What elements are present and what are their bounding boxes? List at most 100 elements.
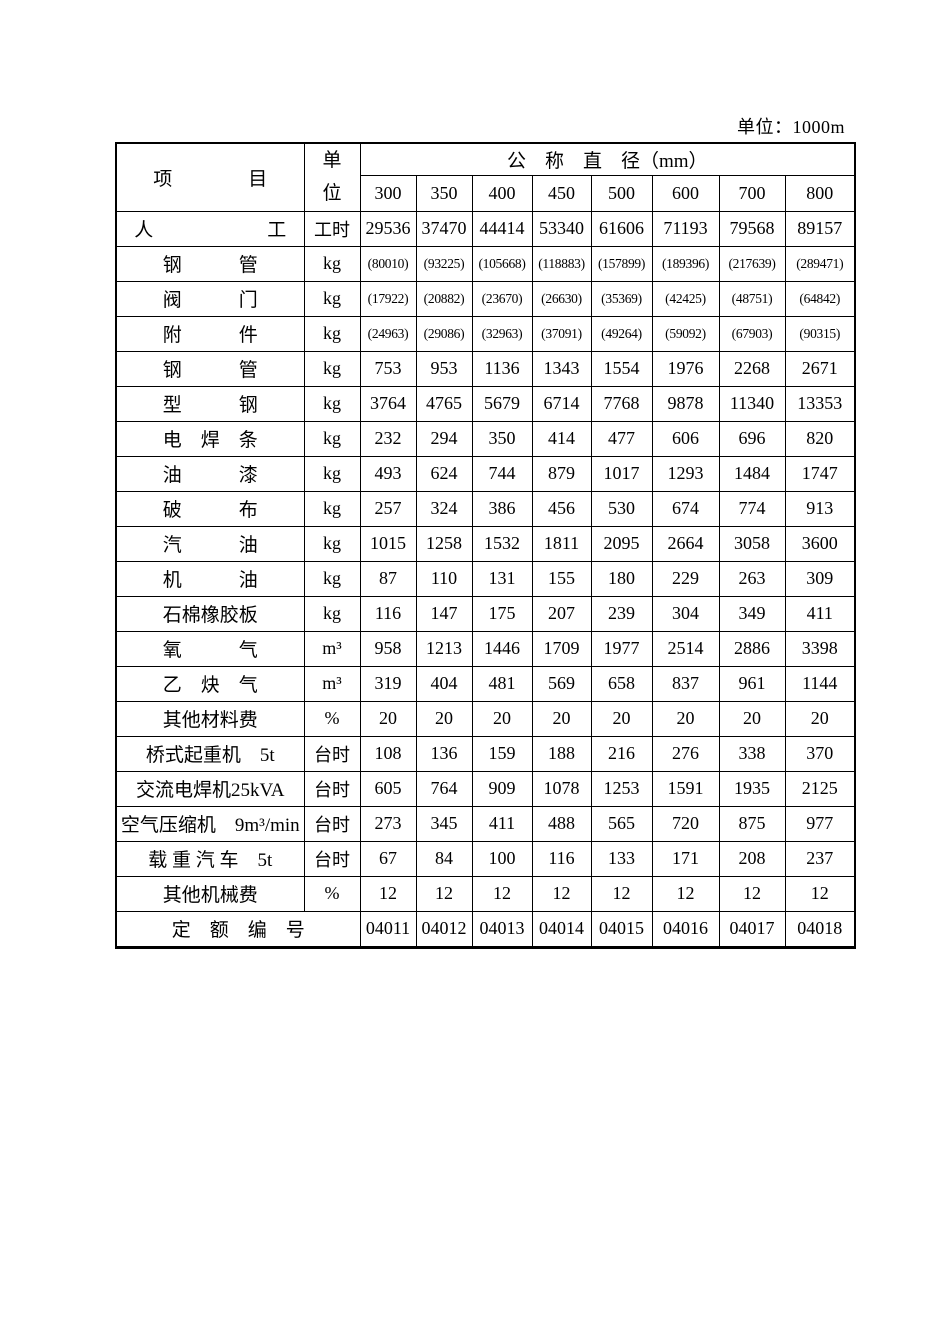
row-value: 207 [531,595,592,632]
row-value: 20 [415,700,473,737]
row-unit: kg [303,385,361,422]
table-row: 电 焊 条 kg 232 294 350 414 477 606 696 820 [115,420,856,457]
row-item-label: 油 漆 [115,455,305,492]
row-value: 110 [415,560,473,597]
row-value: (93225) [415,245,473,282]
row-value: 569 [531,665,592,702]
row-value: 2886 [718,630,786,667]
row-value: 456 [531,490,592,527]
row-unit: kg [303,280,361,317]
row-value: 1343 [531,350,592,387]
row-value: (105668) [471,245,533,282]
row-item-label: 型 钢 [115,385,305,422]
row-value: (67903) [718,315,786,352]
row-value: 1015 [359,525,417,562]
row-value: 171 [651,840,720,877]
row-value: 720 [651,805,720,842]
row-value: 71193 [651,210,720,247]
row-value: 4765 [415,385,473,422]
row-value: (118883) [531,245,592,282]
row-value: (26630) [531,280,592,317]
row-value: 61606 [590,210,653,247]
header-diameter-400: 400 [471,174,533,212]
row-value: 345 [415,805,473,842]
row-value: 565 [590,805,653,842]
table-row: 其他机械费% 12 12 12 12 12 12 12 12 [115,875,856,912]
row-value: 136 [415,735,473,772]
header-diameter-450: 450 [531,174,592,212]
row-value: 155 [531,560,592,597]
row-item-label: 附 件 [115,315,305,352]
row-value: 3058 [718,525,786,562]
row-value: 239 [590,595,653,632]
row-value: 605 [359,770,417,807]
row-value: 100 [471,840,533,877]
row-value: 1253 [590,770,653,807]
header-diameter-700: 700 [718,174,786,212]
row-value: 370 [784,735,856,772]
row-unit: 台时 [303,770,361,807]
row-value: 7768 [590,385,653,422]
table-body: 人 工工时 29536 37470 44414 53340 61606 71193 79568… [115,210,856,912]
row-value: 1136 [471,350,533,387]
row-item-label: 汽 油 [115,525,305,562]
row-value: 1017 [590,455,653,492]
row-value: 958 [359,630,417,667]
row-item-label: 钢 管 [115,350,305,387]
row-value: 116 [359,595,417,632]
unit-note: 单位：1000m [737,117,846,137]
row-value: 44414 [471,210,533,247]
row-value: 3764 [359,385,417,422]
row-value: 1532 [471,525,533,562]
row-value: 1976 [651,350,720,387]
quota-code: 04018 [784,910,856,948]
row-unit: kg [303,420,361,457]
row-item-label: 交流电焊机25kVA [115,770,305,807]
row-value: 477 [590,420,653,457]
row-value: (48751) [718,280,786,317]
table-row: 交流电焊机25kVA 台时 605 764 909 1078 1253 1591 1935 212… [115,770,856,807]
row-value: (42425) [651,280,720,317]
table-row: 油 漆 kg 493 624 744 879 1017 1293 1484 1747 [115,455,856,492]
row-value: (24963) [359,315,417,352]
row-unit: 台时 [303,735,361,772]
table-row: 阀 门 kg (17922) (20882) (23670) (26630) (35369)… [115,280,856,317]
row-item-label: 破 布 [115,490,305,527]
row-unit: kg [303,560,361,597]
header-unit-label: 单 位 [303,142,361,212]
row-value: 2095 [590,525,653,562]
row-value: 12 [590,875,653,912]
row-value: 20 [651,700,720,737]
row-value: 2514 [651,630,720,667]
row-item-label: 其他机械费 [115,875,305,912]
row-value: 324 [415,490,473,527]
row-value: 1293 [651,455,720,492]
row-value: 257 [359,490,417,527]
row-value: 276 [651,735,720,772]
row-value: (49264) [590,315,653,352]
row-value: 774 [718,490,786,527]
row-value: (80010) [359,245,417,282]
row-value: 913 [784,490,856,527]
header-diameter-600: 600 [651,174,720,212]
row-value: 624 [415,455,473,492]
row-value: 147 [415,595,473,632]
header-item-label: 项 目 [115,142,305,212]
row-item-label: 空气压缩机 9m³/min [115,805,305,842]
row-value: 837 [651,665,720,702]
table-row: 汽 油 kg 1015 1258 1532 1811 2095 2664 3058 3600 [115,525,856,562]
row-value: 12 [784,875,856,912]
row-value: 237 [784,840,856,877]
row-value: 411 [784,595,856,632]
row-value: 350 [471,420,533,457]
row-item-label: 乙 炔 气 [115,665,305,702]
row-value: 753 [359,350,417,387]
table-row: 机 油 kg 87 110 131 155 180 229 263 309 [115,560,856,597]
row-value: 108 [359,735,417,772]
row-value: 20 [471,700,533,737]
row-unit: kg [303,350,361,387]
header-diameter-title: 公 称 直 径（mm） [359,142,856,176]
table-row: 空气压缩机 9m³/min 台时 273 345 411 488 565 720 875 977 [115,805,856,842]
row-value: 67 [359,840,417,877]
header-diameter-500: 500 [590,174,653,212]
